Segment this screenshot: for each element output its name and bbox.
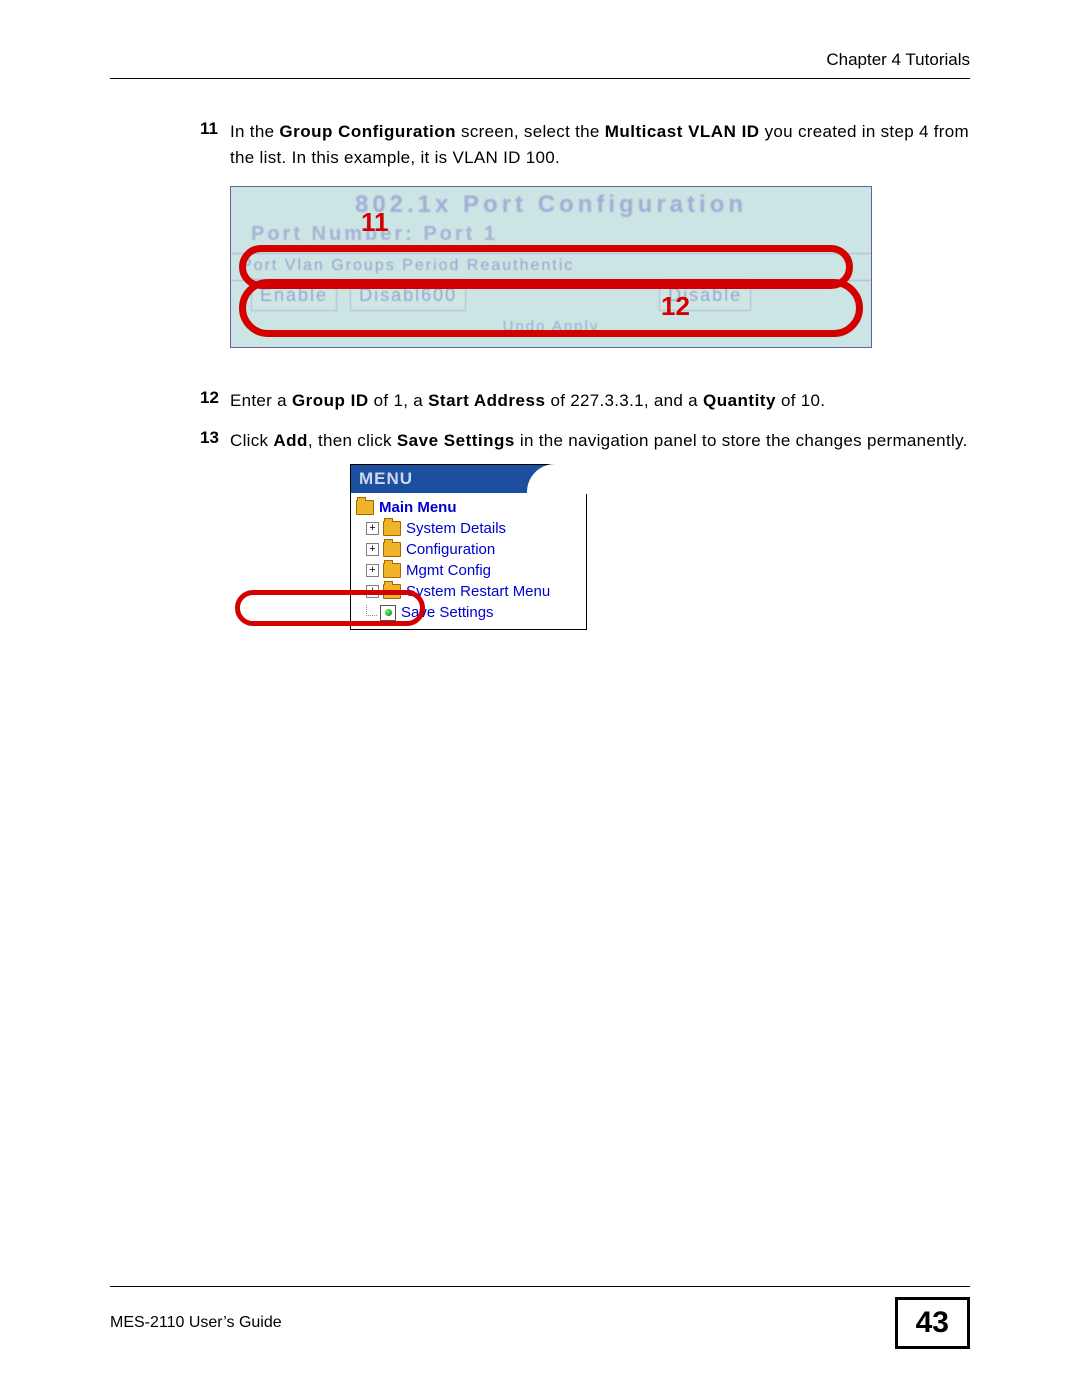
- tree-item-mgmt-config[interactable]: + Mgmt Config: [356, 560, 581, 581]
- folder-icon: [383, 563, 401, 578]
- step-12: 12 Enter a Group ID of 1, a Start Addres…: [200, 388, 970, 414]
- page-footer: MES-2110 User’s Guide 43: [110, 1286, 970, 1349]
- expand-icon[interactable]: +: [366, 522, 379, 535]
- callout-circle-12: [239, 279, 863, 337]
- step-number: 12: [200, 388, 230, 408]
- figure-port-config: 802.1x Port Configuration Port Number: P…: [230, 186, 872, 348]
- callout-label-11: 11: [361, 207, 389, 238]
- step-text: Click Add, then click Save Settings in t…: [230, 428, 970, 454]
- tree-item-configuration[interactable]: + Configuration: [356, 539, 581, 560]
- text: screen, select the: [456, 122, 605, 141]
- menu-header: MENU: [351, 465, 586, 493]
- chapter-header: Chapter 4 Tutorials: [110, 50, 970, 70]
- folder-icon: [356, 500, 374, 515]
- bold: Start Address: [428, 391, 545, 410]
- tree-label: System Details: [406, 520, 506, 537]
- text: of 227.3.3.1, and a: [545, 391, 703, 410]
- text: of 1, a: [369, 391, 428, 410]
- footer-guide: MES-2110 User’s Guide: [110, 1314, 282, 1332]
- expand-icon[interactable]: +: [366, 564, 379, 577]
- header-rule: [110, 78, 970, 79]
- step-13: 13 Click Add, then click Save Settings i…: [200, 428, 970, 454]
- step-number: 13: [200, 428, 230, 448]
- step-number: 11: [200, 119, 230, 139]
- menu-header-label: MENU: [351, 465, 421, 493]
- tree-item-system-details[interactable]: + System Details: [356, 518, 581, 539]
- callout-circle-save: [235, 590, 425, 626]
- tree-label: Configuration: [406, 541, 495, 558]
- page-number: 43: [895, 1297, 970, 1349]
- tree-label: Mgmt Config: [406, 562, 491, 579]
- fig1-title: 802.1x Port Configuration: [231, 191, 871, 219]
- text: Enter a: [230, 391, 292, 410]
- callout-label-12: 12: [661, 291, 690, 322]
- text: in the navigation panel to store the cha…: [515, 431, 968, 450]
- tree-label: Main Menu: [379, 499, 457, 516]
- folder-icon: [383, 542, 401, 557]
- bold: Multicast VLAN ID: [605, 122, 760, 141]
- text: Click: [230, 431, 273, 450]
- text: of 10.: [776, 391, 825, 410]
- step-text: Enter a Group ID of 1, a Start Address o…: [230, 388, 970, 414]
- step-text: In the Group Configuration screen, selec…: [230, 119, 970, 172]
- folder-icon: [383, 521, 401, 536]
- step-11: 11 In the Group Configuration screen, se…: [200, 119, 970, 172]
- bold: Group Configuration: [279, 122, 456, 141]
- footer-rule: [110, 1286, 970, 1287]
- bold: Quantity: [703, 391, 776, 410]
- text: , then click: [308, 431, 397, 450]
- bold: Save Settings: [397, 431, 515, 450]
- tree-label: System Restart Menu: [406, 583, 550, 600]
- bold: Add: [273, 431, 308, 450]
- text: In the: [230, 122, 279, 141]
- tree-item-main[interactable]: Main Menu: [356, 497, 581, 518]
- expand-icon[interactable]: +: [366, 543, 379, 556]
- bold: Group ID: [292, 391, 369, 410]
